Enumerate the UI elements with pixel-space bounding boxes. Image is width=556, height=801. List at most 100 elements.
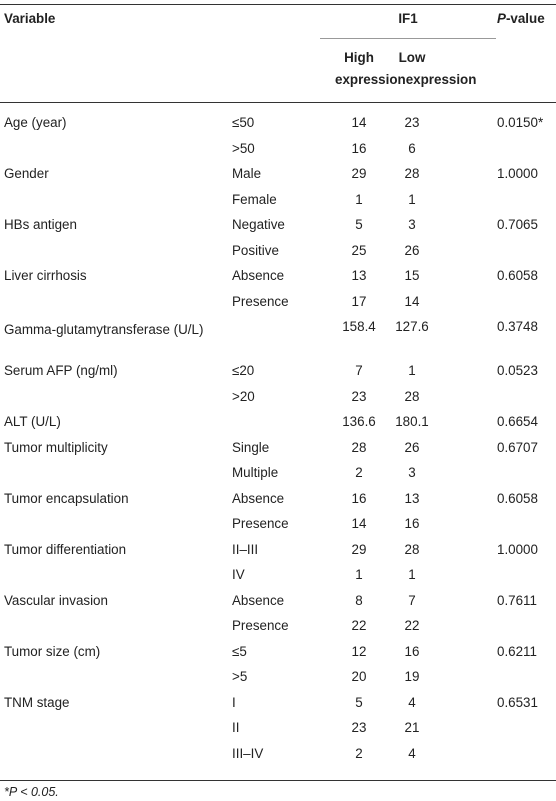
row-low-expression: 16 bbox=[404, 643, 420, 659]
row-high-expression: 17 bbox=[351, 293, 367, 309]
header-expression: expressionexpression bbox=[335, 72, 477, 87]
row-pvalue: 0.6531 bbox=[497, 694, 538, 710]
row-high-expression: 13 bbox=[351, 268, 367, 283]
table-row: Liver cirrhosis Absence 13 15 0.6058 bbox=[0, 263, 556, 288]
row-pvalue: 0.6058 bbox=[497, 268, 538, 283]
header-pvalue-p: P bbox=[497, 11, 506, 26]
row-category: ≤5 bbox=[232, 643, 247, 659]
row-category: ≤50 bbox=[232, 115, 255, 130]
table-row: Tumor encapsulation Absence 16 13 0.6058 bbox=[0, 486, 556, 511]
row-low-expression: 26 bbox=[404, 242, 420, 258]
row-pvalue: 1.0000 bbox=[497, 541, 538, 557]
row-high-expression: 16 bbox=[351, 140, 367, 156]
header-if1: IF1 bbox=[398, 11, 418, 26]
row-low-expression: 23 bbox=[404, 115, 420, 130]
row-low-expression: 1 bbox=[408, 191, 416, 207]
row-variable: Vascular invasion bbox=[4, 592, 108, 608]
row-low-expression: 180.1 bbox=[395, 414, 429, 429]
row-high-expression: 12 bbox=[351, 643, 367, 659]
row-category: Single bbox=[232, 439, 270, 455]
row-low-expression: 13 bbox=[404, 490, 420, 506]
table-row: Presence 22 22 bbox=[0, 613, 556, 638]
row-low-expression: 14 bbox=[404, 293, 420, 309]
row-category: I bbox=[232, 694, 236, 710]
row-low-expression: 6 bbox=[408, 140, 416, 156]
row-pvalue: 0.6211 bbox=[497, 643, 537, 659]
row-low-expression: 1 bbox=[408, 363, 416, 378]
row-low-expression: 22 bbox=[404, 618, 420, 633]
table-row: Vascular invasion Absence 8 7 0.7611 bbox=[0, 588, 556, 613]
table-row: TNM stage I 5 4 0.6531 bbox=[0, 690, 556, 715]
row-high-expression: 1 bbox=[355, 191, 363, 207]
row-high-expression: 8 bbox=[355, 592, 363, 608]
row-category: IV bbox=[232, 567, 245, 582]
header-high: High bbox=[344, 50, 374, 65]
table-row: Multiple 2 3 bbox=[0, 460, 556, 485]
row-high-expression: 136.6 bbox=[342, 414, 376, 429]
table-row: Tumor differentiation II–III 29 28 1.0000 bbox=[0, 537, 556, 562]
row-low-expression: 3 bbox=[408, 217, 416, 232]
row-variable: Gender bbox=[4, 166, 49, 181]
row-variable: Liver cirrhosis bbox=[4, 268, 87, 283]
row-low-expression: 16 bbox=[404, 516, 420, 531]
table-header-rule bbox=[0, 102, 556, 103]
row-high-expression: 5 bbox=[355, 217, 363, 232]
row-low-expression: 3 bbox=[408, 465, 416, 480]
row-category: Absence bbox=[232, 268, 285, 283]
row-high-expression: 7 bbox=[355, 363, 363, 378]
row-pvalue: 0.0523 bbox=[497, 363, 538, 378]
table-row: Presence 17 14 bbox=[0, 289, 556, 314]
row-low-expression: 4 bbox=[408, 745, 416, 761]
row-category: Presence bbox=[232, 516, 289, 531]
table-row: >5 20 19 bbox=[0, 664, 556, 689]
row-pvalue: 0.7611 bbox=[497, 592, 537, 608]
row-pvalue: 0.7065 bbox=[497, 217, 538, 232]
table-row: Serum AFP (ng/ml) ≤20 7 1 0.0523 bbox=[0, 358, 556, 383]
header-pvalue: P-value bbox=[497, 10, 545, 28]
header-low: Low bbox=[398, 50, 426, 65]
table-footnote: *P < 0.05. bbox=[4, 785, 59, 799]
table-row: ALT (U/L) 136.6 180.1 0.6654 bbox=[0, 409, 556, 434]
row-variable: Tumor size (cm) bbox=[4, 643, 101, 659]
row-high-expression: 14 bbox=[351, 516, 367, 531]
row-low-expression: 19 bbox=[404, 669, 420, 684]
row-low-expression: 127.6 bbox=[395, 319, 429, 334]
row-variable: Age (year) bbox=[4, 115, 67, 130]
row-variable: Tumor multiplicity bbox=[4, 439, 108, 455]
row-high-expression: 29 bbox=[351, 166, 367, 181]
row-category: II bbox=[232, 720, 240, 735]
row-variable: HBs antigen bbox=[4, 217, 77, 232]
table-row: HBs antigen Negative 5 3 0.7065 bbox=[0, 212, 556, 237]
row-pvalue: 0.0150* bbox=[497, 115, 544, 130]
row-low-expression: 1 bbox=[408, 567, 416, 582]
row-high-expression: 28 bbox=[351, 439, 367, 455]
row-category: Presence bbox=[232, 293, 289, 309]
row-pvalue: 0.6654 bbox=[497, 414, 538, 429]
row-high-expression: 1 bbox=[355, 567, 363, 582]
row-pvalue: 1.0000 bbox=[497, 166, 538, 181]
table-row: Presence 14 16 bbox=[0, 511, 556, 536]
row-high-expression: 16 bbox=[351, 490, 367, 506]
row-pvalue: 0.3748 bbox=[497, 319, 538, 334]
row-variable: Tumor differentiation bbox=[4, 541, 127, 557]
table-row: Gender Male 29 28 1.0000 bbox=[0, 161, 556, 186]
row-high-expression: 22 bbox=[351, 618, 367, 633]
row-high-expression: 23 bbox=[351, 388, 367, 404]
row-low-expression: 28 bbox=[404, 388, 420, 404]
table-row: Tumor size (cm) ≤5 12 16 0.6211 bbox=[0, 639, 556, 664]
row-category: III–IV bbox=[232, 745, 264, 761]
row-category: Presence bbox=[232, 618, 289, 633]
row-category: ≤20 bbox=[232, 363, 255, 378]
table-row: Gamma-glutamytransferase (U/L) 158.4 127.6… bbox=[0, 314, 556, 339]
row-variable: Tumor encapsulation bbox=[4, 490, 129, 506]
header-variable: Variable bbox=[4, 11, 56, 26]
row-high-expression: 20 bbox=[351, 669, 367, 684]
table-row: Female 1 1 bbox=[0, 187, 556, 212]
row-high-expression: 2 bbox=[355, 465, 363, 480]
row-low-expression: 26 bbox=[404, 439, 420, 455]
row-category: >50 bbox=[232, 140, 255, 156]
table-row: >50 16 6 bbox=[0, 136, 556, 161]
row-high-expression: 2 bbox=[355, 745, 363, 761]
table-bottom-rule bbox=[0, 780, 556, 781]
row-variable: Serum AFP (ng/ml) bbox=[4, 363, 118, 378]
